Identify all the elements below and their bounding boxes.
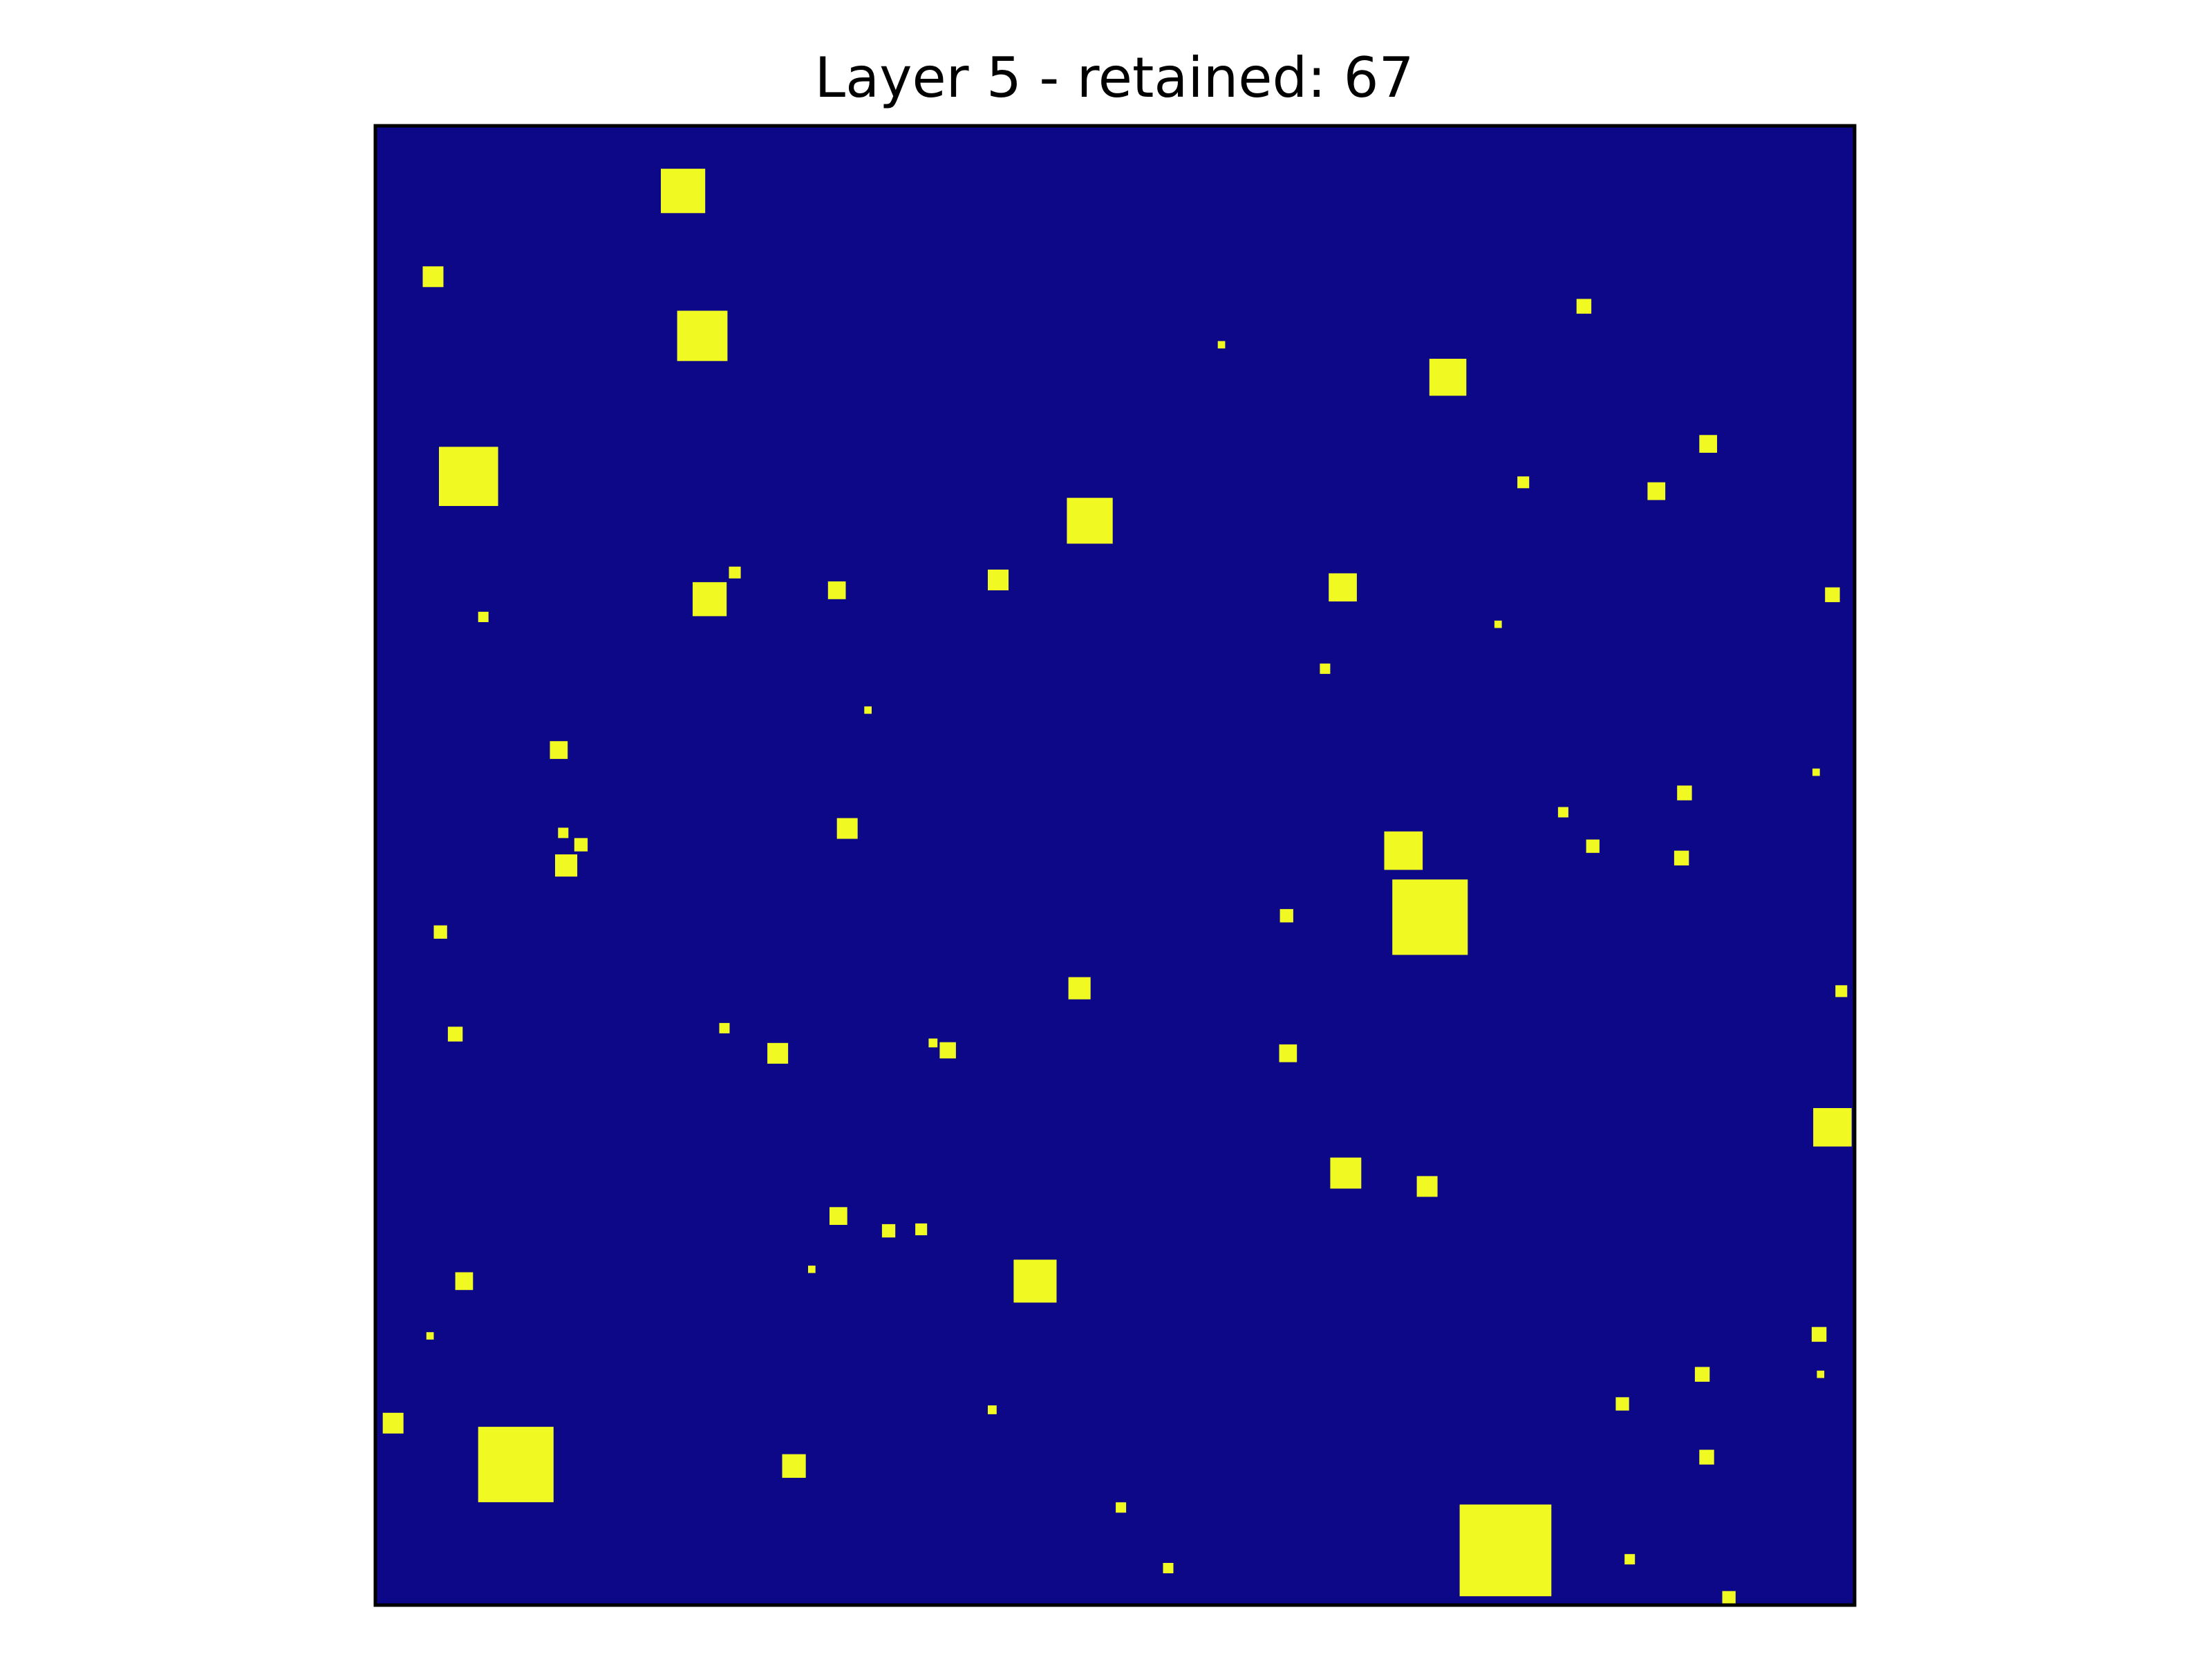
retained-square-49	[915, 1223, 928, 1235]
retained-square-65	[1624, 1554, 1635, 1565]
retained-square-1	[661, 169, 706, 214]
retained-square-67	[1722, 1591, 1736, 1604]
retained-square-18	[478, 612, 489, 622]
retained-square-16	[1329, 573, 1357, 602]
retained-square-21	[864, 706, 872, 714]
retained-square-48	[881, 1224, 896, 1238]
retained-square-64	[1459, 1504, 1552, 1597]
plot-frame	[373, 124, 1857, 1607]
retained-square-33	[1392, 879, 1468, 955]
retained-square-19	[1494, 620, 1502, 628]
retained-square-51	[808, 1265, 816, 1273]
retained-square-62	[1699, 1450, 1714, 1465]
retained-square-23	[1812, 768, 1820, 776]
retained-square-40	[767, 1042, 789, 1064]
retained-square-3	[677, 310, 728, 362]
retained-square-54	[1811, 1327, 1827, 1342]
retained-square-11	[1647, 482, 1666, 500]
retained-square-35	[433, 925, 447, 939]
retained-square-58	[988, 1405, 997, 1414]
retained-square-2	[422, 266, 444, 288]
retained-square-8	[1067, 498, 1113, 544]
retained-square-24	[1677, 785, 1692, 800]
retained-square-10	[1517, 476, 1530, 489]
retained-square-15	[988, 570, 1009, 590]
retained-square-13	[729, 566, 741, 579]
retained-square-5	[1576, 299, 1592, 314]
retained-square-41	[928, 1038, 938, 1048]
retained-square-52	[1013, 1259, 1057, 1303]
retained-square-29	[1384, 831, 1423, 870]
retained-square-50	[455, 1272, 474, 1291]
retained-square-14	[827, 581, 846, 599]
retained-squares	[382, 169, 1852, 1604]
retained-square-22	[550, 741, 568, 759]
retained-square-45	[1330, 1157, 1362, 1189]
retained-square-46	[1416, 1176, 1438, 1197]
retained-square-9	[1699, 435, 1717, 453]
retained-square-56	[1817, 1370, 1825, 1378]
retained-square-66	[1163, 1563, 1174, 1573]
retained-square-25	[1557, 807, 1568, 818]
retained-square-53	[426, 1332, 434, 1340]
retained-square-26	[558, 827, 569, 838]
retained-square-38	[447, 1027, 463, 1042]
retained-square-37	[1835, 985, 1848, 997]
retained-square-27	[574, 838, 588, 852]
retained-square-7	[439, 447, 498, 506]
retained-square-43	[1279, 1044, 1297, 1062]
plot-area	[375, 126, 1855, 1605]
retained-square-17	[1825, 587, 1840, 603]
retained-square-42	[939, 1042, 956, 1059]
retained-square-31	[555, 854, 578, 877]
retained-square-12	[693, 582, 727, 617]
retained-square-20	[1320, 663, 1331, 674]
retained-square-34	[1280, 909, 1293, 923]
retained-square-32	[1674, 850, 1689, 865]
retained-square-60	[478, 1427, 554, 1503]
chart-title: Layer 5 - retained: 67	[815, 46, 1414, 110]
retained-square-47	[830, 1207, 847, 1225]
retained-square-30	[1586, 839, 1600, 853]
retained-square-4	[1217, 341, 1226, 349]
retained-square-28	[836, 818, 858, 839]
retained-square-6	[1429, 359, 1467, 396]
retained-square-59	[382, 1412, 404, 1434]
retained-square-55	[1694, 1367, 1710, 1382]
retained-square-57	[1615, 1397, 1629, 1411]
retained-square-44	[1813, 1108, 1852, 1147]
retained-square-36	[1068, 977, 1091, 1000]
retained-square-61	[782, 1454, 806, 1478]
retained-square-39	[719, 1022, 730, 1033]
retained-square-63	[1116, 1502, 1127, 1513]
